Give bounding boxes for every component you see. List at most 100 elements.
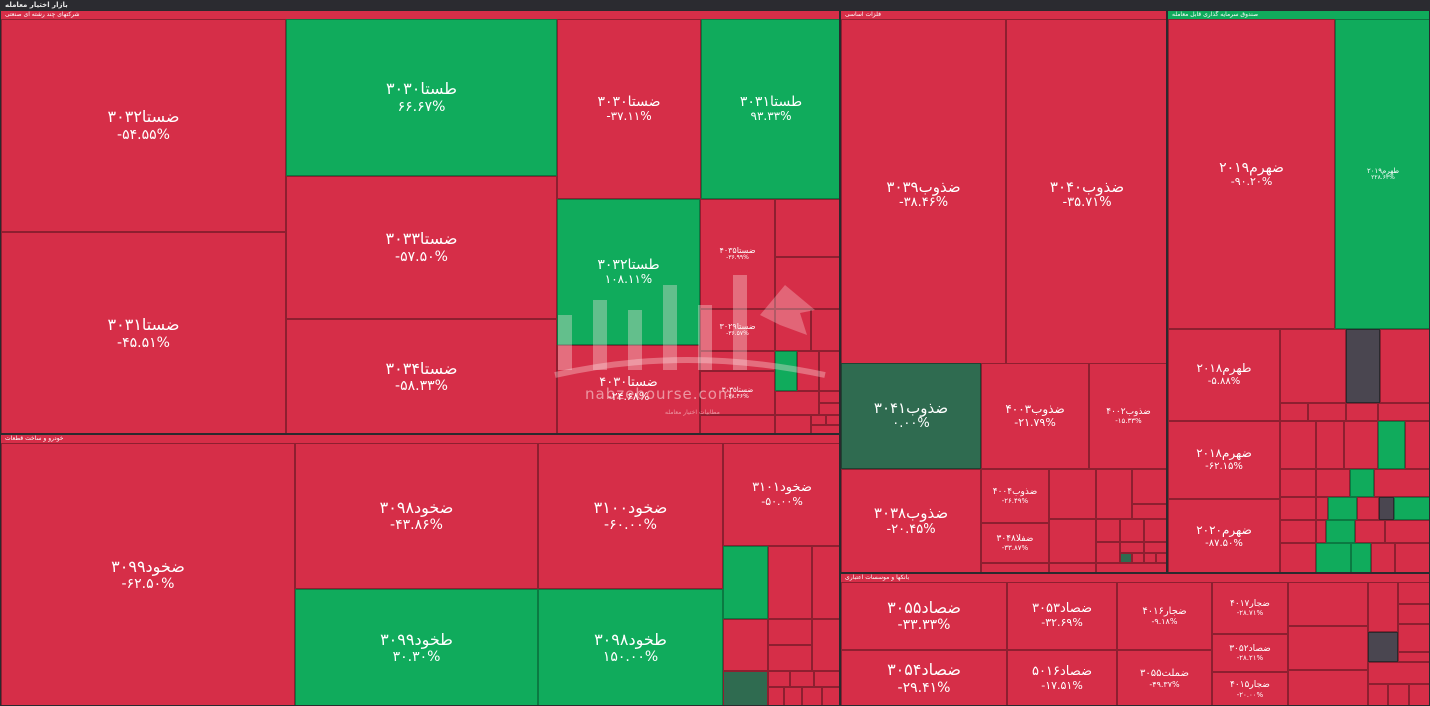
treemap-tile[interactable]: ضجار۴۰۱۷ -۲۸.۷۱% bbox=[1212, 582, 1288, 634]
minor-tile[interactable] bbox=[1316, 497, 1328, 520]
treemap-tile[interactable]: طهرم۲۰۱۹ ۲۲۸.۶۳% bbox=[1335, 19, 1429, 329]
treemap-tile[interactable]: طستا۳۰۳۰ ۶۶.۶۷% bbox=[286, 19, 557, 176]
treemap-tile[interactable]: ضصاد۵۰۱۶ -۱۷.۵۱% bbox=[1007, 650, 1117, 705]
minor-tile[interactable] bbox=[1344, 421, 1378, 469]
treemap-tile[interactable]: ضجار۴۰۱۶ -۹.۱۸% bbox=[1117, 582, 1212, 650]
minor-tile[interactable] bbox=[1378, 421, 1405, 469]
minor-tile[interactable] bbox=[775, 351, 797, 391]
minor-tile[interactable] bbox=[1132, 504, 1166, 519]
minor-tile[interactable] bbox=[700, 351, 775, 371]
treemap-tile[interactable]: ضستا۳۰۳۵ -۳۸.۴۶% bbox=[700, 371, 775, 415]
minor-tile[interactable] bbox=[1049, 469, 1096, 519]
treemap-tile[interactable]: ضذوب۳۰۳۸ -۲۰.۴۵% bbox=[841, 469, 981, 572]
minor-tile[interactable] bbox=[814, 671, 839, 687]
minor-tile[interactable] bbox=[1096, 563, 1166, 572]
treemap-tile[interactable]: ضستا۳۰۲۹ -۳۶.۵۷% bbox=[700, 309, 775, 351]
minor-tile[interactable] bbox=[826, 415, 839, 425]
minor-tile[interactable] bbox=[1368, 662, 1429, 684]
treemap-tile[interactable]: ضذوب۳۰۴۱ ۰.۰۰% bbox=[841, 363, 981, 469]
minor-tile[interactable] bbox=[1096, 469, 1132, 519]
treemap-tile[interactable]: ضذوب۴۰۰۳ -۲۱.۷۹% bbox=[981, 363, 1089, 469]
treemap-tile[interactable]: ضهرم۲۰۱۸ -۶۲.۱۵% bbox=[1168, 421, 1280, 499]
minor-tile[interactable] bbox=[1120, 553, 1132, 563]
treemap-tile[interactable]: ضستا۳۰۳۳ -۵۷.۵۰% bbox=[286, 176, 557, 319]
minor-tile[interactable] bbox=[1316, 421, 1344, 469]
minor-tile[interactable] bbox=[768, 671, 790, 687]
minor-tile[interactable] bbox=[768, 546, 812, 619]
minor-tile[interactable] bbox=[723, 619, 768, 671]
minor-tile[interactable] bbox=[1316, 520, 1326, 543]
treemap-tile[interactable]: ضستا۳۰۳۴ -۵۸.۳۳% bbox=[286, 319, 557, 433]
treemap-tile[interactable]: ضذوب۴۰۰۴ -۲۶.۴۹% bbox=[981, 469, 1049, 523]
treemap-tile[interactable]: ضستا۳۰۳۲ -۵۴.۵۵% bbox=[1, 19, 286, 232]
minor-tile[interactable] bbox=[1120, 519, 1144, 542]
treemap-tile[interactable]: ضستا۴۰۳۰ -۲۴.۶۸% bbox=[557, 345, 700, 433]
treemap-tile[interactable]: ضملت۳۰۵۵ -۴۹.۳۷% bbox=[1117, 650, 1212, 705]
minor-tile[interactable] bbox=[1144, 519, 1166, 542]
minor-tile[interactable] bbox=[775, 415, 811, 433]
minor-tile[interactable] bbox=[1316, 469, 1350, 497]
treemap-tile[interactable]: ضخود۳۱۰۱ -۵۰.۰۰% bbox=[723, 443, 839, 546]
minor-tile[interactable] bbox=[723, 546, 768, 619]
treemap-tile[interactable]: ضهرم۲۰۱۹ -۹۰.۲۰% bbox=[1168, 19, 1335, 329]
minor-tile[interactable] bbox=[1120, 542, 1144, 553]
treemap-tile[interactable]: ضهرم۲۰۲۰ -۸۷.۵۰% bbox=[1168, 499, 1280, 572]
minor-tile[interactable] bbox=[1316, 543, 1351, 572]
minor-tile[interactable] bbox=[811, 309, 839, 351]
minor-tile[interactable] bbox=[700, 415, 775, 433]
treemap-tile[interactable]: ضستا۳۰۳۱ -۴۵.۵۱% bbox=[1, 232, 286, 433]
minor-tile[interactable] bbox=[1405, 421, 1429, 469]
minor-tile[interactable] bbox=[1398, 624, 1429, 652]
treemap-tile[interactable]: طخود۳۰۹۹ ۳۰.۳۰% bbox=[295, 589, 538, 705]
minor-tile[interactable] bbox=[1328, 497, 1357, 520]
minor-tile[interactable] bbox=[802, 687, 822, 705]
minor-tile[interactable] bbox=[1132, 469, 1166, 504]
treemap-tile[interactable]: طستا۳۰۳۲ ۱۰۸.۱۱% bbox=[557, 199, 700, 345]
treemap-tile[interactable]: ضخود۳۱۰۰ -۶۰.۰۰% bbox=[538, 443, 723, 589]
minor-tile[interactable] bbox=[1288, 626, 1368, 670]
minor-tile[interactable] bbox=[775, 199, 839, 257]
minor-tile[interactable] bbox=[723, 671, 768, 705]
minor-tile[interactable] bbox=[1326, 520, 1355, 543]
minor-tile[interactable] bbox=[1368, 582, 1398, 632]
minor-tile[interactable] bbox=[1394, 497, 1429, 520]
treemap-tile[interactable]: طهرم۲۰۱۸ -۵.۸۸% bbox=[1168, 329, 1280, 421]
minor-tile[interactable] bbox=[1368, 632, 1398, 662]
minor-tile[interactable] bbox=[1355, 520, 1385, 543]
treemap-tile[interactable]: ضذوب۳۰۳۹ -۳۸.۴۶% bbox=[841, 19, 1006, 371]
treemap-tile[interactable]: ضفلا۳۰۴۸ -۳۳.۸۷% bbox=[981, 523, 1049, 563]
minor-tile[interactable] bbox=[784, 687, 802, 705]
minor-tile[interactable] bbox=[1346, 403, 1378, 421]
minor-tile[interactable] bbox=[1379, 497, 1394, 520]
minor-tile[interactable] bbox=[768, 687, 784, 705]
minor-tile[interactable] bbox=[1409, 684, 1429, 705]
minor-tile[interactable] bbox=[1388, 684, 1409, 705]
minor-tile[interactable] bbox=[1395, 543, 1429, 572]
minor-tile[interactable] bbox=[1357, 497, 1379, 520]
minor-tile[interactable] bbox=[768, 645, 812, 671]
minor-tile[interactable] bbox=[775, 391, 819, 415]
minor-tile[interactable] bbox=[1096, 519, 1120, 542]
minor-tile[interactable] bbox=[1351, 543, 1371, 572]
treemap-tile[interactable]: ضصاد۳۰۵۲ -۲۸.۲۱% bbox=[1212, 634, 1288, 672]
treemap-tile[interactable]: ضذوب۴۰۰۲ -۱۵.۳۳% bbox=[1089, 363, 1166, 469]
minor-tile[interactable] bbox=[1280, 497, 1316, 520]
minor-tile[interactable] bbox=[1096, 542, 1120, 563]
minor-tile[interactable] bbox=[812, 546, 839, 619]
minor-tile[interactable] bbox=[1288, 582, 1368, 626]
minor-tile[interactable] bbox=[811, 425, 839, 433]
minor-tile[interactable] bbox=[1280, 421, 1316, 469]
minor-tile[interactable] bbox=[1144, 542, 1166, 553]
treemap-tile[interactable]: ضستا۳۰۳۰ -۳۷.۱۱% bbox=[557, 19, 701, 199]
minor-tile[interactable] bbox=[819, 351, 839, 391]
treemap-tile[interactable]: طستا۳۰۳۱ ۹۳.۳۳% bbox=[701, 19, 839, 199]
minor-tile[interactable] bbox=[819, 391, 839, 403]
minor-tile[interactable] bbox=[1378, 403, 1429, 421]
minor-tile[interactable] bbox=[981, 563, 1049, 572]
minor-tile[interactable] bbox=[1374, 469, 1429, 497]
minor-tile[interactable] bbox=[1280, 469, 1316, 497]
minor-tile[interactable] bbox=[1132, 553, 1144, 563]
minor-tile[interactable] bbox=[1156, 553, 1166, 563]
minor-tile[interactable] bbox=[1308, 403, 1346, 421]
treemap-tile[interactable]: ضذوب۳۰۴۰ -۳۵.۷۱% bbox=[1006, 19, 1166, 371]
